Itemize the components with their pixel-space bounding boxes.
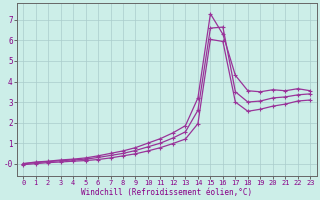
X-axis label: Windchill (Refroidissement éolien,°C): Windchill (Refroidissement éolien,°C) <box>81 188 252 197</box>
